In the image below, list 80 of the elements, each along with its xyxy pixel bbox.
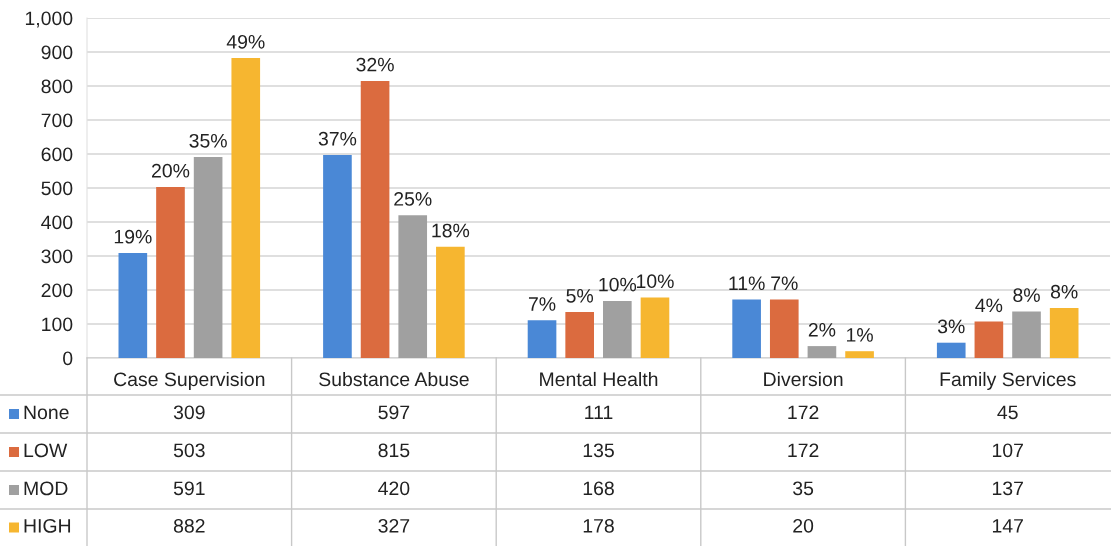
data-label: 882 [173, 518, 205, 533]
bar [436, 246, 465, 358]
y-tick-label: 200 [41, 283, 73, 298]
bar [732, 299, 761, 358]
bar [323, 155, 352, 358]
y-tick-label: 1,000 [25, 11, 73, 28]
bar [769, 299, 799, 358]
data-label: 172 [788, 405, 819, 420]
annotation: 7% [771, 276, 798, 291]
annotation: 10% [599, 277, 637, 292]
y-tick-label: 900 [41, 45, 73, 60]
y-tick-label: 700 [41, 113, 73, 128]
y-tick-label: 800 [41, 79, 73, 94]
annotation: 5% [566, 289, 594, 303]
x-tick-label: Mental Health [540, 371, 658, 387]
legend-label: MOD [24, 481, 68, 496]
y-tick-label: 400 [41, 215, 73, 230]
y-tick-label: 600 [41, 147, 73, 162]
annotation: 49% [226, 34, 265, 49]
data-label: 111 [585, 405, 613, 420]
bar [118, 252, 148, 358]
y-tick-label: 300 [41, 249, 73, 264]
annotation: 3% [937, 319, 965, 334]
x-tick-label: Diversion [764, 371, 843, 387]
legend-label: HIGH [24, 518, 71, 533]
legend-label: LOW [24, 443, 68, 458]
annotation: 2% [808, 322, 836, 337]
annotation: 37% [318, 131, 357, 146]
annotation: 19% [114, 229, 152, 244]
annotation: 32% [356, 57, 394, 72]
annotation: 8% [1050, 284, 1078, 299]
annotation: 11% [729, 276, 765, 291]
data-label: 135 [583, 443, 614, 458]
bar [156, 186, 185, 358]
data-label: 503 [173, 443, 205, 458]
bar [527, 320, 557, 358]
y-tick-label: 100 [42, 317, 73, 332]
annotation: 18% [432, 223, 470, 238]
y-tick-label: 500 [41, 181, 73, 196]
annotation: 8% [1013, 288, 1040, 303]
x-tick-label: Family Services [940, 371, 1076, 391]
legend-label: None [24, 405, 69, 420]
bar [398, 215, 428, 358]
bar [807, 346, 837, 358]
bar [1049, 308, 1079, 358]
annotation: 7% [528, 297, 556, 311]
data-label: 597 [378, 405, 410, 420]
data-label: 178 [583, 518, 614, 533]
annotation: 25% [394, 192, 432, 206]
annotation: 35% [189, 133, 227, 148]
annotation: 10% [636, 274, 674, 289]
data-label: 815 [378, 443, 410, 458]
data-label: 168 [583, 481, 614, 496]
bar [1012, 311, 1041, 358]
data-label: 107 [992, 443, 1023, 458]
data-label: 20 [793, 518, 814, 533]
bar [974, 321, 1004, 358]
bar [231, 58, 261, 358]
bar [640, 297, 670, 358]
data-label: 327 [378, 518, 410, 533]
data-label: 45 [997, 405, 1018, 420]
annotation: 4% [975, 298, 1003, 313]
bar [936, 342, 966, 358]
bar [193, 157, 223, 358]
bar [565, 312, 594, 358]
data-label: 420 [378, 481, 410, 496]
x-tick-label: Case Supervision [114, 371, 265, 391]
annotation: 20% [152, 163, 190, 178]
data-label: 35 [793, 481, 814, 496]
bar [603, 300, 632, 358]
bar [845, 351, 874, 358]
bar [360, 80, 390, 358]
data-label: 309 [173, 405, 205, 420]
annotation: 1% [847, 328, 873, 342]
data-label: 591 [173, 481, 205, 496]
x-tick-label: Substance Abuse [319, 371, 469, 387]
data-label: 172 [788, 443, 819, 458]
data-label: 147 [992, 519, 1023, 533]
y-tick-label: 0 [63, 351, 73, 366]
data-label: 137 [992, 481, 1023, 496]
